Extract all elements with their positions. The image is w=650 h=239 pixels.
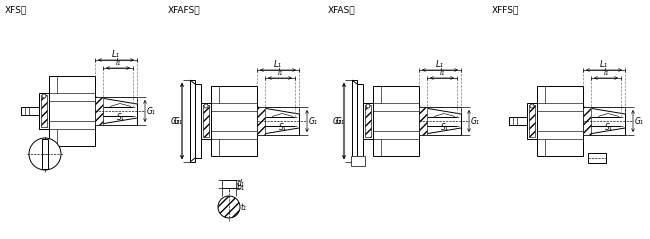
Bar xyxy=(351,156,365,166)
Bar xyxy=(363,103,373,139)
Circle shape xyxy=(530,104,534,108)
Text: G₁: G₁ xyxy=(174,116,183,125)
Text: l₁: l₁ xyxy=(439,67,445,76)
Bar xyxy=(537,86,583,156)
Bar xyxy=(365,105,371,137)
Text: XFS型: XFS型 xyxy=(5,5,27,14)
Text: G₁: G₁ xyxy=(171,116,180,125)
Text: G₁: G₁ xyxy=(146,107,155,115)
Bar xyxy=(222,180,236,188)
Bar xyxy=(21,107,39,115)
Bar xyxy=(419,107,427,135)
Text: XFFS型: XFFS型 xyxy=(492,5,519,14)
Bar xyxy=(357,84,363,158)
Bar xyxy=(203,105,209,137)
Text: t₁: t₁ xyxy=(241,202,247,212)
Circle shape xyxy=(218,196,240,218)
Text: L₁: L₁ xyxy=(600,60,608,69)
Circle shape xyxy=(366,104,370,108)
Circle shape xyxy=(204,104,208,108)
Bar xyxy=(190,80,195,162)
Text: G₁: G₁ xyxy=(333,116,342,125)
Bar xyxy=(583,107,591,135)
Bar xyxy=(529,105,535,137)
Text: l₁: l₁ xyxy=(278,67,283,76)
Bar xyxy=(39,93,49,129)
Bar xyxy=(42,139,48,169)
Bar xyxy=(373,86,419,156)
Bar xyxy=(211,86,257,156)
Bar xyxy=(95,97,103,125)
Text: G₁: G₁ xyxy=(309,116,317,125)
Circle shape xyxy=(42,94,46,98)
Text: XFAS型: XFAS型 xyxy=(328,5,356,14)
Text: b₁: b₁ xyxy=(237,184,245,192)
Bar xyxy=(49,76,95,146)
Text: d₁: d₁ xyxy=(237,179,245,188)
Text: l₁: l₁ xyxy=(603,67,608,76)
Text: XFAFS型: XFAFS型 xyxy=(168,5,201,14)
Bar xyxy=(41,95,47,127)
Text: G₁: G₁ xyxy=(336,116,345,125)
Text: G₁: G₁ xyxy=(471,116,480,125)
Text: S₁: S₁ xyxy=(279,123,287,131)
Text: S₁: S₁ xyxy=(117,113,125,121)
Text: L₁: L₁ xyxy=(274,60,282,69)
Text: l₁: l₁ xyxy=(116,58,120,66)
Bar xyxy=(257,107,265,135)
Circle shape xyxy=(29,138,61,170)
Text: L₁: L₁ xyxy=(436,60,444,69)
Text: S₁: S₁ xyxy=(605,123,613,131)
Bar xyxy=(201,103,211,139)
Bar xyxy=(527,103,537,139)
Bar xyxy=(509,117,527,125)
Bar xyxy=(352,80,357,162)
Bar xyxy=(195,84,201,158)
Text: L₁: L₁ xyxy=(112,49,120,59)
Text: G₁: G₁ xyxy=(634,116,644,125)
Text: S₁: S₁ xyxy=(441,123,449,131)
Bar xyxy=(588,153,606,163)
